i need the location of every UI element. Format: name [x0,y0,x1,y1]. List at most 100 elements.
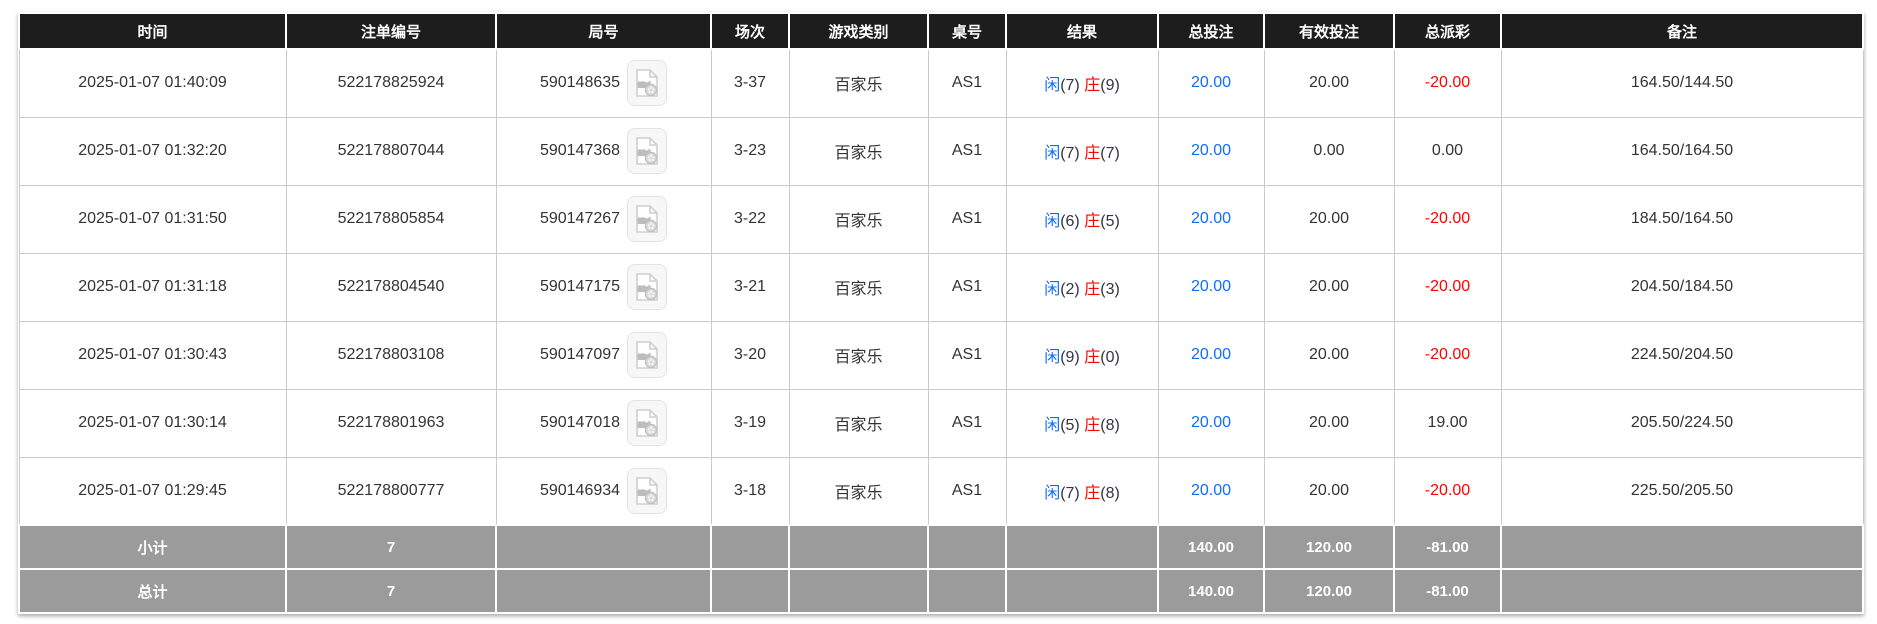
cell-payout: 19.00 [1393,388,1502,458]
result-banker-score: (9) [1100,77,1120,95]
cell-total-bet: 20.00 [1157,456,1265,526]
round-number: 590147097 [539,346,621,363]
cell-table-no: AS1 [927,320,1007,390]
round-number: 590147018 [539,414,621,431]
cell-payout: -20.00 [1393,252,1502,322]
cell-total-bet: 20.00 [1157,320,1265,390]
result-banker-score: (7) [1100,145,1120,162]
cell-bet-id: 522178800777 [285,456,497,526]
video-replay-icon [634,204,660,234]
cell-payout: 0.00 [1393,116,1502,186]
result-player-score: (2) [1060,281,1080,298]
cell-result: 闲(2) 庄(3) [1005,252,1159,322]
result-banker-label: 庄 [1084,417,1101,434]
cell-game-type: 百家乐 [788,184,929,254]
total-empty-session [710,568,790,614]
table-row: 2025-01-07 01:31:50 522178805854 5901472… [18,184,1864,254]
cell-time: 2025-01-07 01:31:50 [18,184,287,254]
total-payout: -81.00 [1393,568,1502,614]
column-header-result: 结果 [1005,12,1159,50]
total-empty-game [788,568,929,614]
cell-result: 闲(5) 庄(8) [1005,388,1159,458]
cell-valid-bet: 20.00 [1263,388,1395,458]
cell-table-no: AS1 [927,116,1007,186]
cell-round: 590147368 [495,116,712,186]
video-replay-button[interactable] [627,400,668,446]
cell-result: 闲(6) 庄(5) [1005,184,1159,254]
cell-table-no: AS1 [927,48,1007,118]
result-player-label: 闲 [1044,145,1061,162]
cell-valid-bet: 20.00 [1263,184,1395,254]
column-header-table-no: 桌号 [927,12,1007,50]
table-row: 2025-01-07 01:29:45 522178800777 5901469… [18,456,1864,526]
subtotal-row: 小计 7 140.00 120.00 -81.00 [18,524,1864,570]
cell-session: 3-21 [710,252,790,322]
total-empty-table [927,568,1007,614]
video-replay-button[interactable] [627,196,668,242]
cell-total-bet: 20.00 [1157,252,1265,322]
video-replay-button[interactable] [627,128,668,174]
result-player-score: (6) [1060,213,1080,230]
cell-table-no: AS1 [927,388,1007,458]
cell-total-bet: 20.00 [1157,116,1265,186]
cell-table-no: AS1 [927,184,1007,254]
video-replay-button[interactable] [627,264,668,310]
result-player-label: 闲 [1044,213,1061,230]
table-row: 2025-01-07 01:30:14 522178801963 5901470… [18,388,1864,458]
cell-session: 3-19 [710,388,790,458]
cell-round: 590147097 [495,320,712,390]
result-player-score: (5) [1060,417,1080,434]
cell-time: 2025-01-07 01:30:43 [18,320,287,390]
result-banker-score: (5) [1100,213,1120,230]
round-number: 590147267 [539,210,621,227]
subtotal-label: 小计 [18,524,287,570]
cell-total-bet: 20.00 [1157,184,1265,254]
cell-remark: 225.50/205.50 [1500,456,1864,526]
total-total-bet: 140.00 [1157,568,1265,614]
cell-valid-bet: 0.00 [1263,116,1395,186]
result-banker-label: 庄 [1084,349,1101,366]
cell-remark: 184.50/164.50 [1500,184,1864,254]
cell-time: 2025-01-07 01:29:45 [18,456,287,526]
round-number: 590146934 [539,481,621,499]
subtotal-payout: -81.00 [1393,524,1502,570]
result-player-label: 闲 [1044,349,1061,366]
cell-round: 590148635 [495,48,712,118]
result-banker-score: (8) [1100,417,1120,434]
result-banker-score: (3) [1100,281,1120,298]
column-header-time: 时间 [18,12,287,50]
cell-bet-id: 522178804540 [285,252,497,322]
video-replay-icon [634,340,660,370]
cell-remark: 224.50/204.50 [1500,320,1864,390]
column-header-valid-bet: 有效投注 [1263,12,1395,50]
cell-payout: -20.00 [1393,456,1502,526]
cell-remark: 204.50/184.50 [1500,252,1864,322]
cell-session: 3-22 [710,184,790,254]
cell-valid-bet: 20.00 [1263,456,1395,526]
video-replay-icon [634,272,660,302]
result-player-label: 闲 [1044,77,1061,95]
cell-remark: 164.50/144.50 [1500,48,1864,118]
total-label: 总计 [18,568,287,614]
cell-result: 闲(9) 庄(0) [1005,320,1159,390]
result-player-score: (7) [1060,77,1080,95]
round-number: 590147175 [539,278,621,295]
cell-game-type: 百家乐 [788,116,929,186]
subtotal-empty-remark [1500,524,1864,570]
cell-valid-bet: 20.00 [1263,320,1395,390]
result-player-score: (7) [1060,145,1080,162]
video-replay-button[interactable] [627,332,668,378]
subtotal-total-bet: 140.00 [1157,524,1265,570]
cell-game-type: 百家乐 [788,320,929,390]
video-replay-button[interactable] [627,60,668,107]
cell-bet-id: 522178801963 [285,388,497,458]
result-player-label: 闲 [1044,417,1061,434]
bet-records-table: 时间 注单编号 局号 场次 游戏类别 桌号 结果 总投注 有效投注 总派彩 备注… [18,12,1864,614]
cell-valid-bet: 20.00 [1263,48,1395,118]
subtotal-empty-result [1005,524,1159,570]
video-replay-button[interactable] [627,467,668,514]
video-replay-icon [634,68,660,98]
total-count: 7 [285,568,497,614]
subtotal-empty-table [927,524,1007,570]
